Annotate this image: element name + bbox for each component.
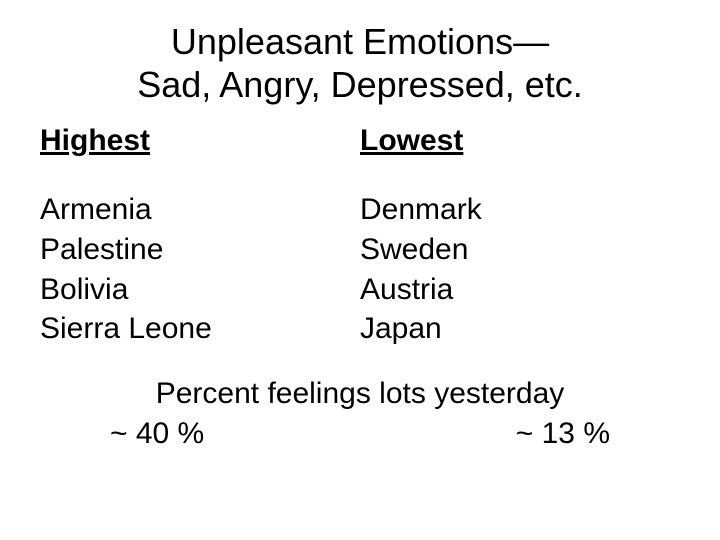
right-column: Lowest Denmark Sweden Austria Japan (360, 124, 680, 348)
list-item: Sweden (360, 230, 680, 270)
list-item: Sierra Leone (40, 309, 360, 349)
columns-container: Highest Armenia Palestine Bolivia Sierra… (40, 124, 680, 348)
footer: Percent feelings lots yesterday ~ 40 % ~… (40, 377, 680, 451)
list-item: Armenia (40, 190, 360, 230)
left-column-header: Highest (40, 124, 360, 158)
left-column: Highest Armenia Palestine Bolivia Sierra… (40, 124, 360, 348)
list-item: Austria (360, 270, 680, 310)
footer-left-value: ~ 40 % (100, 417, 204, 451)
footer-values: ~ 40 % ~ 13 % (100, 417, 620, 451)
footer-right-value: ~ 13 % (516, 417, 620, 451)
list-item: Denmark (360, 190, 680, 230)
title-line-1: Unpleasant Emotions— (171, 21, 549, 62)
footer-title: Percent feelings lots yesterday (100, 377, 620, 411)
slide-title: Unpleasant Emotions— Sad, Angry, Depress… (40, 20, 680, 106)
title-line-2: Sad, Angry, Depressed, etc. (137, 64, 583, 105)
list-item: Japan (360, 309, 680, 349)
right-column-header: Lowest (360, 124, 680, 158)
list-item: Palestine (40, 230, 360, 270)
list-item: Bolivia (40, 270, 360, 310)
